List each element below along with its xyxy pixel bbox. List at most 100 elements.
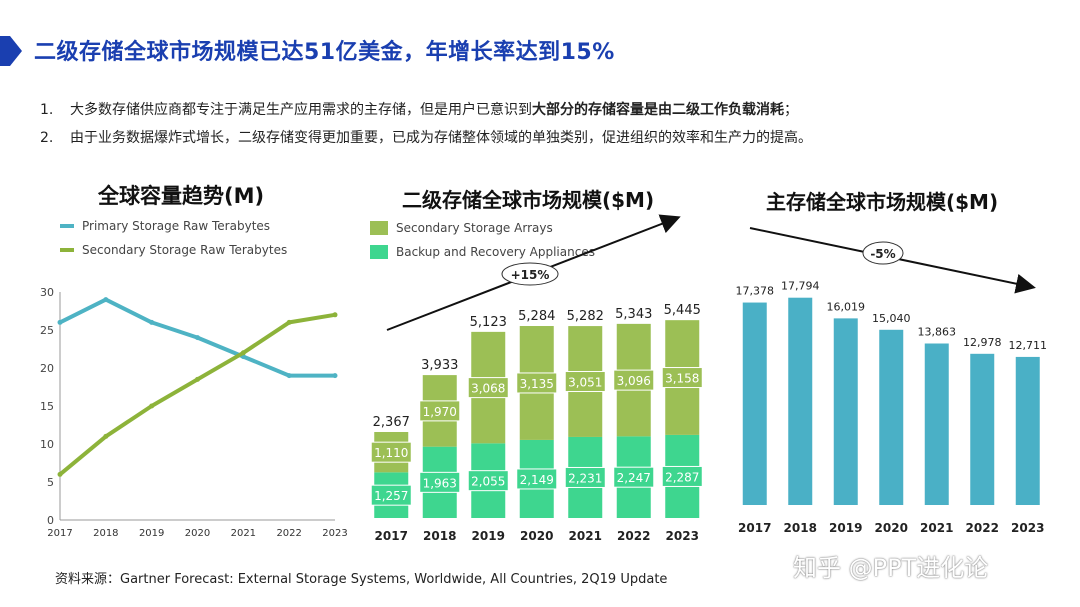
total-label: 5,343	[615, 307, 652, 322]
data-label: 2,247	[617, 471, 651, 485]
y-tick-label: 5	[47, 476, 54, 489]
x-tick-label: 2017	[47, 528, 72, 539]
bar	[879, 329, 904, 505]
x-tick-label: 2018	[93, 528, 118, 539]
series-point-1	[103, 297, 109, 303]
stacked-bar-legend: Secondary Storage Arrays Backup and Reco…	[370, 216, 595, 264]
x-tick-label: 2018	[784, 521, 817, 535]
legend-label: Secondary Storage Raw Terabytes	[82, 243, 288, 257]
stacked-bar-chart-title: 二级存储全球市场规模($M)	[402, 188, 655, 212]
data-label: 2,287	[665, 470, 699, 484]
growth-label: +15%	[511, 268, 550, 282]
stacked-bar-chart: 1,257 1,110 2,367 2017 1,963 1,970 3,933 2018 2,…	[370, 214, 703, 543]
data-label-box	[564, 466, 606, 488]
data-label-box	[467, 377, 509, 399]
total-label: 5,123	[470, 315, 507, 330]
x-tick-label: 2020	[185, 528, 210, 539]
data-label: 1,110	[374, 446, 408, 460]
data-label-box	[370, 484, 412, 506]
legend-swatch-backup	[370, 245, 388, 259]
title-accent-arrow	[0, 36, 22, 66]
bullet-list: 1. 大多数存储供应商都专注于满足生产应用需求的主存储，但是用户已意识到大部分的存…	[40, 96, 812, 152]
bullet-item-2: 2. 由于业务数据爆炸式增长，二级存储变得更加重要，已成为存储整体领域的单独类别，…	[40, 124, 812, 152]
growth-badge	[862, 241, 904, 265]
data-label: 3,135	[520, 377, 554, 391]
data-label: 17,794	[781, 280, 820, 293]
x-tick-label: 2019	[139, 528, 164, 539]
x-tick-label: 2021	[569, 529, 602, 543]
total-label: 3,933	[421, 358, 458, 373]
x-tick-label: 2023	[322, 528, 347, 539]
y-tick-label: 0	[47, 514, 54, 527]
growth-label: -5%	[870, 247, 895, 261]
bar	[924, 343, 949, 505]
data-label: 17,378	[736, 285, 775, 298]
bullet-number: 1.	[40, 102, 54, 118]
legend-item-arrays: Secondary Storage Arrays	[370, 216, 595, 240]
bullet-number: 2.	[40, 130, 54, 146]
x-tick-label: 2021	[920, 521, 953, 535]
data-label-box	[419, 471, 461, 493]
series-point-2	[195, 376, 200, 382]
data-label: 16,019	[827, 300, 866, 313]
total-label: 5,445	[664, 303, 701, 318]
data-label-box	[661, 465, 703, 487]
bullet-text: 大多数存储供应商都专注于满足生产应用需求的主存储，但是用户已意识到	[70, 102, 532, 118]
source-note: 资料来源：Gartner Forecast: External Storage …	[55, 572, 668, 587]
series-point-1	[57, 319, 63, 325]
x-tick-label: 2023	[666, 529, 699, 543]
x-tick-label: 2019	[472, 529, 505, 543]
legend-marker-secondary	[60, 248, 74, 252]
series-point-2	[149, 403, 155, 409]
growth-badge	[501, 262, 559, 286]
y-tick-label: 15	[40, 400, 54, 413]
line-chart-title: 全球容量趋势(M)	[98, 184, 265, 208]
data-label: 3,158	[665, 372, 699, 386]
data-label: 12,711	[1009, 339, 1048, 352]
bar	[788, 297, 813, 505]
data-label: 12,978	[963, 336, 1002, 349]
legend-item-backup: Backup and Recovery Appliances	[370, 240, 595, 264]
legend-item-primary: Primary Storage Raw Terabytes	[60, 214, 287, 238]
data-label-box	[564, 371, 606, 393]
series-point-1	[149, 319, 155, 325]
x-tick-label: 2017	[738, 521, 771, 535]
bullet-tail: ；	[784, 102, 798, 118]
series-point-1	[332, 373, 338, 379]
data-label-box	[419, 400, 461, 422]
data-label: 1,257	[374, 489, 408, 503]
data-label-box	[613, 466, 655, 488]
total-label: 5,284	[518, 309, 555, 324]
bar-chart-title: 主存储全球市场规模($M)	[766, 190, 999, 214]
series-point-2	[103, 433, 109, 439]
x-tick-label: 2022	[617, 529, 650, 543]
data-label: 2,055	[471, 475, 505, 489]
bullet-text: 由于业务数据爆炸式增长，二级存储变得更加重要，已成为存储整体领域的单独类别，促进…	[70, 130, 812, 146]
bullet-item-1: 1. 大多数存储供应商都专注于满足生产应用需求的主存储，但是用户已意识到大部分的存…	[40, 96, 812, 124]
x-tick-label: 2021	[231, 528, 256, 539]
series-point-2	[57, 471, 63, 477]
legend-item-secondary: Secondary Storage Raw Terabytes	[60, 238, 287, 262]
data-label-box	[370, 441, 412, 463]
legend-label: Primary Storage Raw Terabytes	[82, 219, 271, 233]
x-tick-label: 2023	[1011, 521, 1044, 535]
y-tick-label: 20	[40, 362, 54, 375]
data-label: 2,231	[568, 471, 602, 485]
line-chart-legend: Primary Storage Raw Terabytes Secondary …	[60, 214, 287, 262]
series-point-1	[286, 373, 292, 379]
y-tick-label: 30	[40, 286, 54, 299]
x-tick-label: 2019	[829, 521, 862, 535]
x-tick-label: 2022	[276, 528, 301, 539]
data-label-box	[467, 470, 509, 492]
series-point-2	[240, 350, 246, 356]
bar	[742, 302, 767, 505]
data-label: 2,149	[520, 473, 554, 487]
total-label: 2,367	[373, 415, 410, 430]
bullet-bold-text: 大部分的存储容量是由二级工作负载消耗	[532, 102, 784, 118]
legend-label: Backup and Recovery Appliances	[396, 245, 595, 259]
x-tick-label: 2017	[375, 529, 408, 543]
x-tick-label: 2022	[966, 521, 999, 535]
data-label-box	[516, 468, 558, 490]
legend-label: Secondary Storage Arrays	[396, 221, 553, 235]
data-label-box	[661, 367, 703, 389]
